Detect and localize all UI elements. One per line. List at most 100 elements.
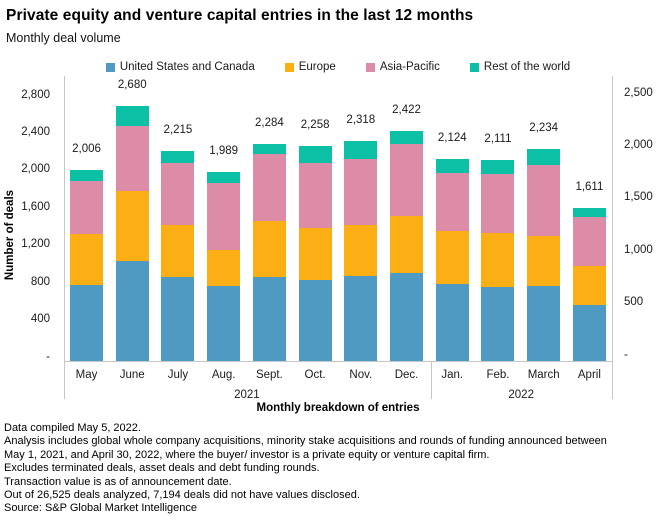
footnotes: Data compiled May 5, 2022. Analysis incl… bbox=[4, 422, 656, 516]
legend-label: Europe bbox=[298, 61, 336, 73]
bar-segment-asia-pacific[interactable] bbox=[435, 173, 469, 232]
footnote-line: Analysis includes global whole company a… bbox=[4, 435, 607, 448]
x-axis-month-label: June bbox=[119, 369, 145, 381]
bar-segment-rest-of-the-world[interactable] bbox=[70, 170, 103, 182]
x-axis-month-label: Oct. bbox=[304, 369, 326, 381]
bar-segment-united-states-and-canada[interactable] bbox=[298, 279, 332, 361]
bar-total-label: 2,006 bbox=[72, 143, 101, 156]
bar-segment-rest-of-the-world[interactable] bbox=[390, 130, 424, 144]
left-axis-tick-label: 800 bbox=[30, 276, 50, 288]
year-separator-line bbox=[431, 361, 432, 399]
bar-segment-rest-of-the-world[interactable] bbox=[207, 172, 241, 184]
bar-segment-asia-pacific[interactable] bbox=[70, 181, 103, 234]
bar-segment-europe[interactable] bbox=[207, 249, 241, 286]
bar-segment-united-states-and-canada[interactable] bbox=[481, 287, 515, 361]
footnote-line: Source: S&P Global Market Intelligence bbox=[4, 502, 198, 515]
bar-segment-asia-pacific[interactable] bbox=[207, 183, 241, 250]
left-axis-tick-label: 1,600 bbox=[21, 201, 50, 213]
bar-segment-europe[interactable] bbox=[115, 190, 149, 261]
x-axis-month-label: Aug. bbox=[211, 369, 236, 381]
bar-segment-rest-of-the-world[interactable] bbox=[435, 159, 469, 174]
legend-label: Asia-Pacific bbox=[379, 61, 440, 73]
right-axis-tick-label: 1,500 bbox=[624, 191, 653, 203]
bar-total-label: 1,989 bbox=[209, 145, 239, 158]
bar-segment-united-states-and-canada[interactable] bbox=[435, 284, 469, 361]
bar-segment-europe[interactable] bbox=[572, 265, 606, 305]
bar-segment-europe[interactable] bbox=[481, 232, 515, 288]
legend-item[interactable]: Asia-Pacific bbox=[365, 61, 440, 73]
bar-segment-united-states-and-canada[interactable] bbox=[252, 277, 286, 361]
bar-segment-asia-pacific[interactable] bbox=[481, 173, 515, 233]
left-axis-tick-label: 2,800 bbox=[21, 89, 50, 101]
x-axis-month-label: Sept. bbox=[255, 369, 283, 381]
legend-item[interactable]: Europe bbox=[284, 61, 336, 73]
bar-total-label: 2,318 bbox=[346, 113, 376, 126]
bar-segment-europe[interactable] bbox=[527, 235, 561, 287]
left-axis-tick-label: 2,400 bbox=[21, 126, 50, 138]
bar-segment-asia-pacific[interactable] bbox=[390, 143, 424, 216]
bar-segment-asia-pacific[interactable] bbox=[527, 164, 561, 236]
right-axis-tick-label: 500 bbox=[624, 296, 644, 308]
bar-segment-united-states-and-canada[interactable] bbox=[161, 277, 195, 361]
x-axis-year-label: 2021 bbox=[234, 389, 260, 401]
bar-total-label: 2,258 bbox=[300, 119, 330, 132]
legend-label: Rest of the world bbox=[483, 61, 571, 73]
footnote-line: Out of 26,525 deals analyzed, 7,194 deal… bbox=[4, 489, 360, 502]
bar-segment-europe[interactable] bbox=[70, 233, 103, 286]
bar-segment-rest-of-the-world[interactable] bbox=[572, 207, 606, 217]
right-axis-tick-label: 2,500 bbox=[624, 87, 653, 99]
bar-segment-united-states-and-canada[interactable] bbox=[207, 285, 241, 361]
bar-segment-asia-pacific[interactable] bbox=[572, 216, 606, 266]
bar-segment-asia-pacific[interactable] bbox=[115, 126, 149, 191]
x-axis-month-label: Feb. bbox=[486, 369, 510, 381]
bar-segment-rest-of-the-world[interactable] bbox=[115, 106, 149, 127]
legend-item[interactable]: United States and Canada bbox=[105, 61, 255, 73]
bar-segment-asia-pacific[interactable] bbox=[344, 159, 378, 226]
bar-segment-united-states-and-canada[interactable] bbox=[115, 260, 149, 361]
bar-segment-united-states-and-canada[interactable] bbox=[390, 273, 424, 361]
left-axis-tick-label: 2,000 bbox=[21, 163, 50, 175]
bar-segment-rest-of-the-world[interactable] bbox=[481, 160, 515, 174]
footnote-line: May 1, 2021, and April 30, 2022, where t… bbox=[4, 448, 490, 461]
bar-segment-rest-of-the-world[interactable] bbox=[344, 140, 378, 160]
x-axis-year-label: 2022 bbox=[508, 389, 534, 401]
bar-segment-united-states-and-canada[interactable] bbox=[572, 304, 606, 361]
bar-segment-europe[interactable] bbox=[298, 228, 332, 280]
bar-total-label: 1,611 bbox=[575, 180, 604, 193]
bar-segment-europe[interactable] bbox=[252, 220, 286, 278]
right-axis-tick-label: - bbox=[624, 349, 628, 361]
x-axis-month-label: Dec. bbox=[394, 369, 419, 381]
bar-segment-rest-of-the-world[interactable] bbox=[527, 148, 561, 165]
x-axis-month-label: March bbox=[527, 369, 560, 381]
bar-segment-united-states-and-canada[interactable] bbox=[344, 276, 378, 361]
bar-segment-europe[interactable] bbox=[161, 224, 195, 278]
bar-total-label: 2,111 bbox=[484, 133, 512, 146]
chart-legend: United States and Canada Europe Asia-Pacif… bbox=[64, 60, 612, 74]
bar-total-label: 2,284 bbox=[254, 117, 284, 130]
bar-segment-united-states-and-canada[interactable] bbox=[70, 285, 103, 361]
bar-segment-europe[interactable] bbox=[435, 231, 469, 285]
bar-segment-united-states-and-canada[interactable] bbox=[527, 286, 561, 361]
bar-segment-rest-of-the-world[interactable] bbox=[161, 150, 195, 163]
bar-segment-rest-of-the-world[interactable] bbox=[252, 144, 286, 155]
right-axis-tick-label: 1,000 bbox=[624, 244, 653, 256]
bar-total-label: 2,215 bbox=[163, 123, 193, 136]
x-axis-month-label: May bbox=[75, 369, 98, 381]
bar-segment-asia-pacific[interactable] bbox=[161, 162, 195, 225]
left-axis-tick-label: - bbox=[46, 351, 50, 363]
legend-item[interactable]: Rest of the world bbox=[469, 61, 571, 73]
bar-segment-asia-pacific[interactable] bbox=[298, 162, 332, 228]
legend-swatch-icon bbox=[105, 62, 115, 72]
left-axis-tick-label: 1,200 bbox=[21, 238, 50, 250]
bar-segment-asia-pacific[interactable] bbox=[252, 154, 286, 221]
bar-total-label: 2,422 bbox=[392, 103, 421, 116]
bar-total-label: 2,124 bbox=[437, 132, 467, 145]
bar-segment-rest-of-the-world[interactable] bbox=[298, 146, 332, 163]
bar-total-label: 2,680 bbox=[117, 79, 147, 92]
left-axis-line bbox=[64, 76, 65, 399]
x-axis-title: Monthly breakdown of entries bbox=[256, 402, 420, 414]
bar-segment-europe[interactable] bbox=[344, 225, 378, 277]
bar-segment-europe[interactable] bbox=[390, 215, 424, 274]
bar-total-label: 2,234 bbox=[529, 121, 559, 134]
